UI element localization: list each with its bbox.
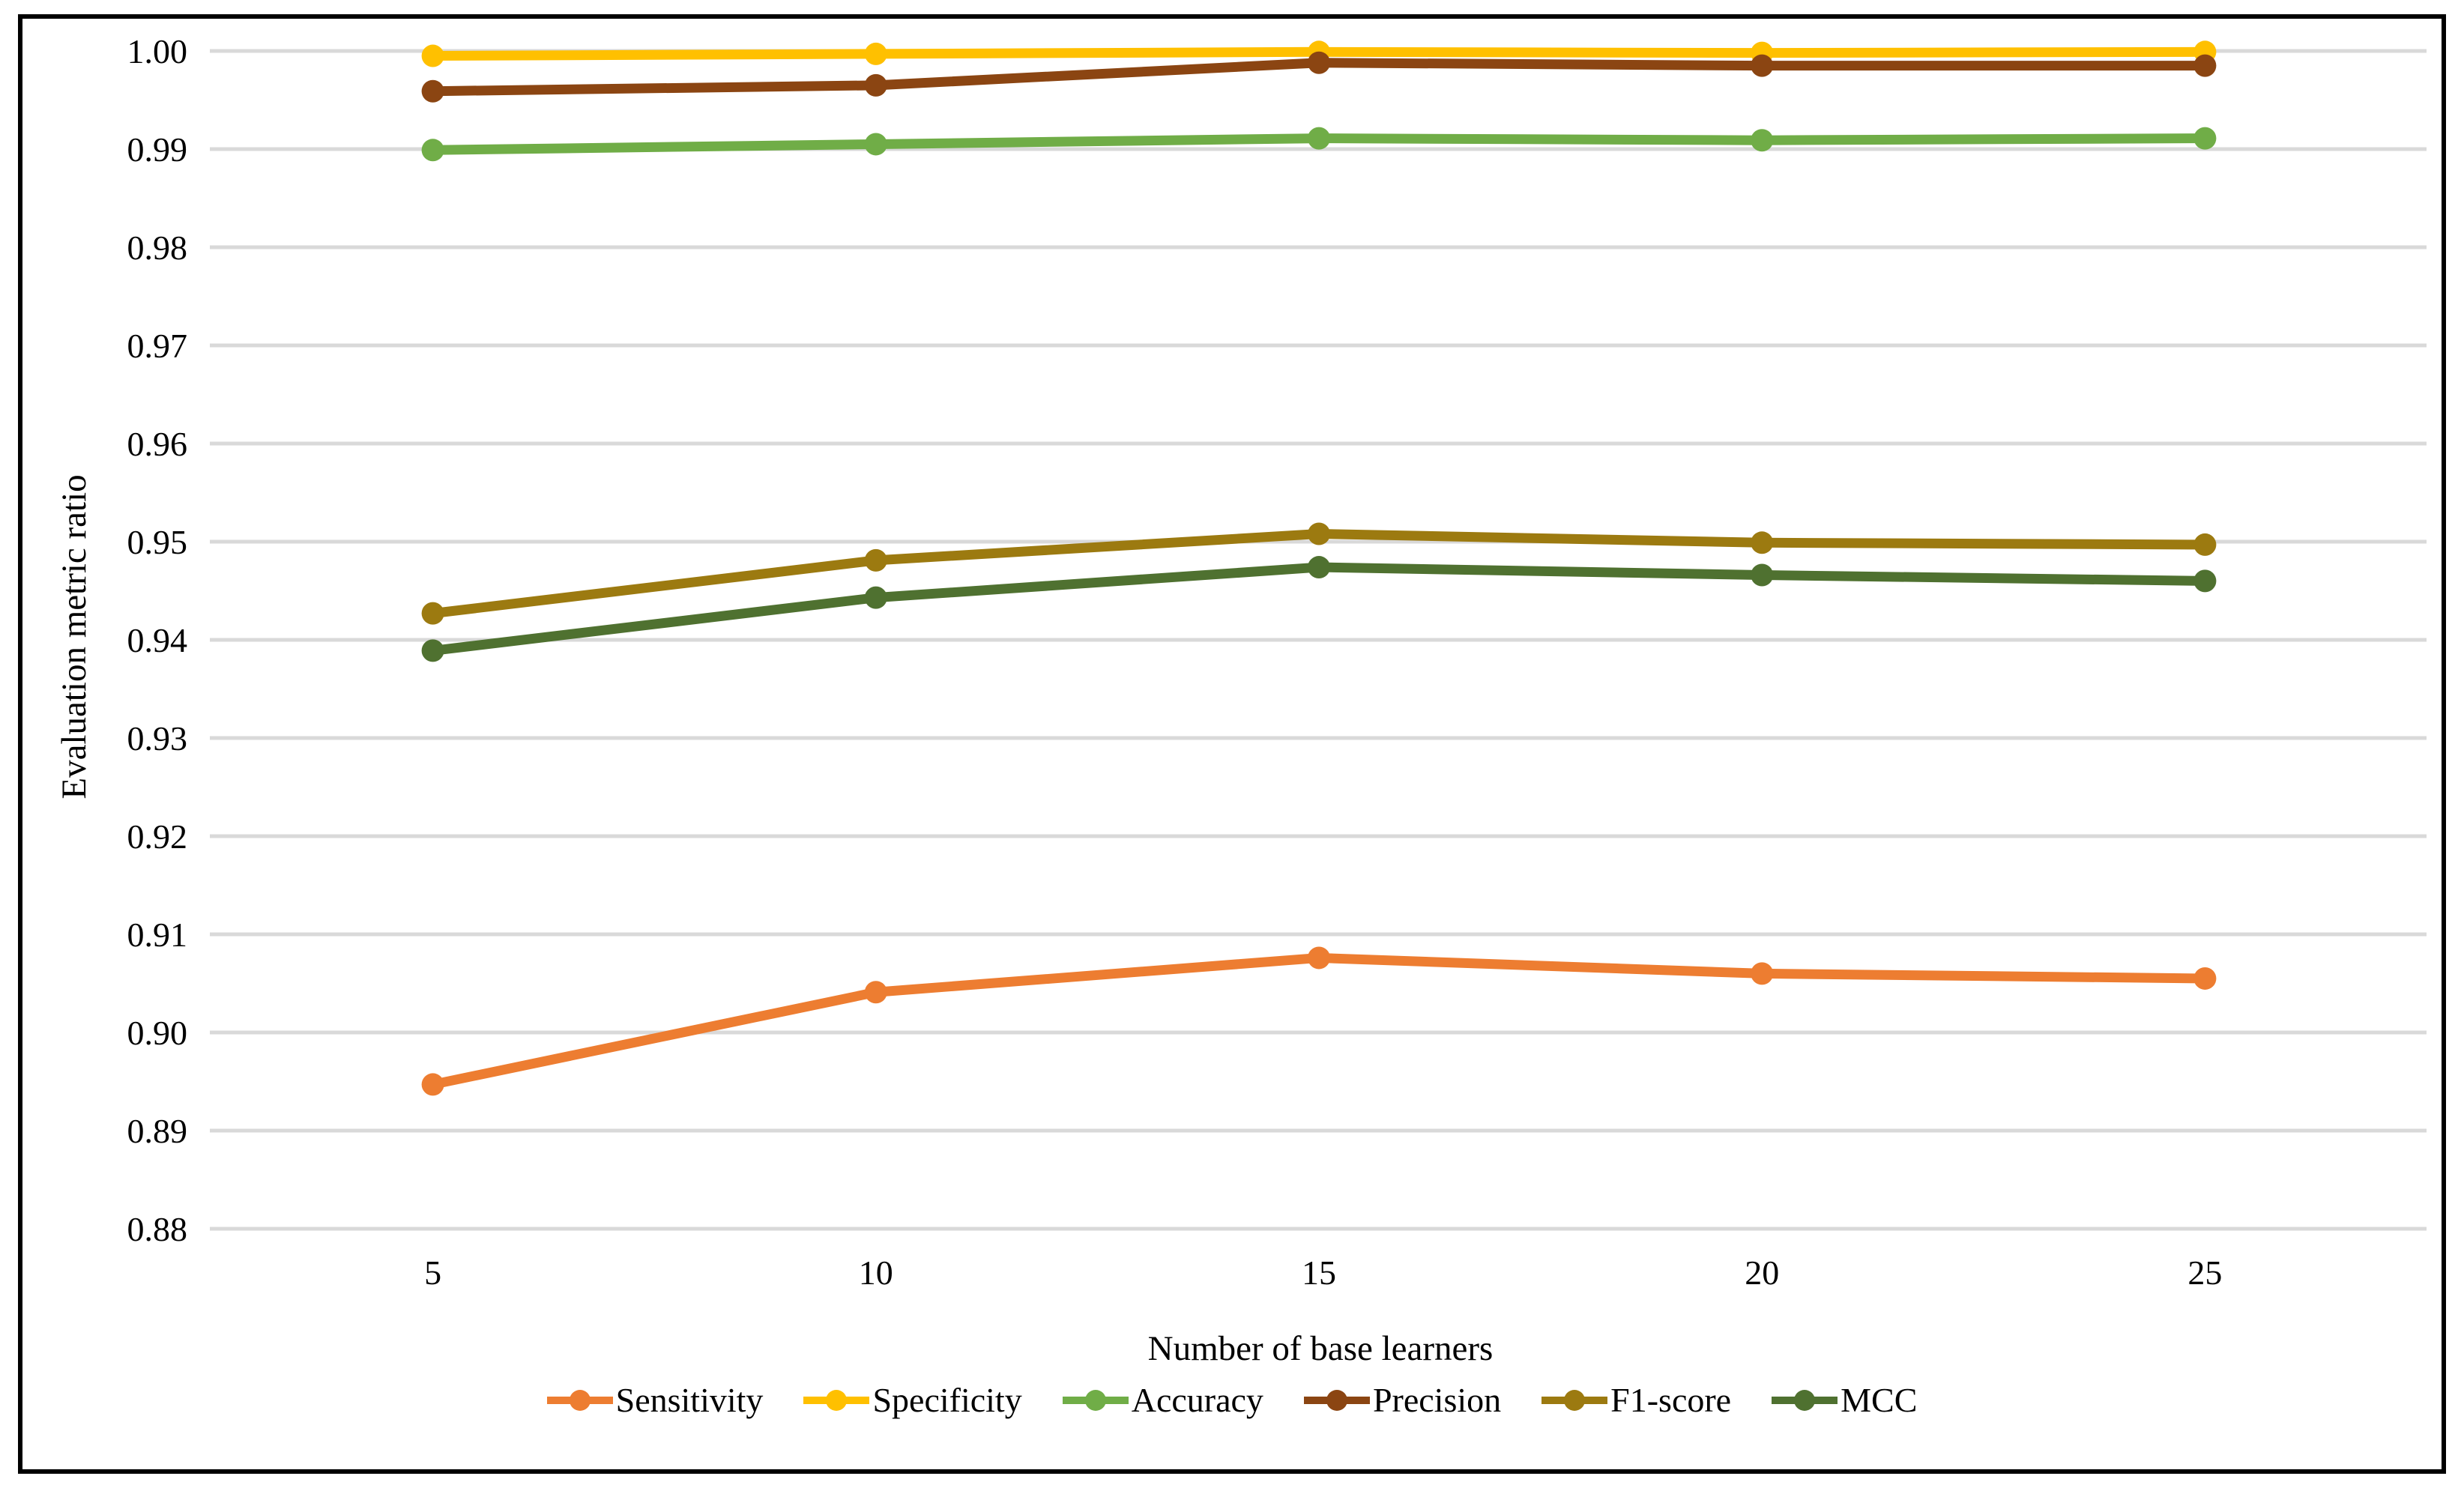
y-tick-label: 0.90 [127, 1014, 188, 1052]
x-axis-title: Number of base learners [1147, 1329, 1494, 1368]
data-point-mcc-20 [1751, 563, 1774, 587]
data-point-mcc-15 [1308, 556, 1330, 579]
data-point-accuracy-25 [2193, 127, 2217, 150]
data-point-accuracy-20 [1751, 129, 1774, 152]
legend-label: F1-score [1610, 1381, 1732, 1419]
y-tick-label: 0.93 [127, 719, 188, 757]
legend-marker-icon [1772, 1390, 1838, 1411]
data-point-precision-10 [864, 73, 887, 97]
y-tick-label: 1.00 [127, 32, 188, 70]
data-point-precision-20 [1751, 54, 1774, 77]
data-point-f1-score-25 [2193, 533, 2217, 556]
legend-item-accuracy: Accuracy [1062, 1381, 1263, 1419]
legend-marker-icon [1062, 1390, 1129, 1411]
legend-label: Precision [1372, 1381, 1502, 1419]
data-point-sensitivity-20 [1751, 962, 1774, 985]
data-point-mcc-25 [2193, 569, 2217, 593]
x-tick-label: 5 [424, 1253, 441, 1292]
legend-item-precision: Precision [1303, 1381, 1502, 1419]
y-tick-label: 0.99 [127, 130, 188, 169]
data-point-f1-score-15 [1308, 522, 1330, 545]
data-point-sensitivity-10 [864, 981, 887, 1004]
legend-label: MCC [1841, 1381, 1918, 1419]
legend-marker-icon [1303, 1390, 1370, 1411]
legend-item-mcc: MCC [1772, 1383, 1917, 1418]
data-point-specificity-10 [864, 42, 887, 65]
x-tick-label: 15 [1302, 1253, 1336, 1292]
data-point-f1-score-20 [1751, 531, 1774, 554]
legend-marker-icon [1541, 1390, 1608, 1411]
legend-marker-icon [546, 1390, 613, 1411]
x-tick-label: 25 [2187, 1253, 2222, 1292]
data-point-accuracy-15 [1308, 127, 1330, 150]
data-point-f1-score-10 [864, 548, 887, 572]
chart-legend: Sensitivity Specificity Accuracy Precision F… [0, 1383, 2464, 1418]
data-point-precision-25 [2193, 54, 2217, 77]
legend-item-sensitivity: Sensitivity [546, 1381, 764, 1419]
legend-label: Specificity [872, 1381, 1022, 1419]
data-point-precision-5 [421, 79, 444, 103]
data-point-precision-15 [1308, 51, 1330, 74]
series-line-sensitivity [428, 952, 2210, 1089]
legend-item-specificity: Specificity [803, 1381, 1022, 1419]
data-point-mcc-10 [864, 586, 887, 609]
data-point-accuracy-5 [421, 139, 444, 162]
y-tick-label: 0.96 [127, 425, 188, 463]
y-tick-label: 0.89 [127, 1112, 188, 1150]
y-axis-title: Evaluation metric ratio [55, 474, 94, 799]
legend-label: Accuracy [1131, 1381, 1263, 1419]
y-tick-label: 0.95 [127, 523, 188, 561]
data-point-f1-score-5 [421, 602, 444, 625]
y-tick-label: 0.97 [127, 327, 188, 365]
y-tick-label: 0.94 [127, 621, 188, 659]
y-tick-label: 0.98 [127, 229, 188, 267]
data-point-sensitivity-25 [2193, 967, 2217, 990]
legend-item-f1-score: F1-score [1541, 1383, 1731, 1418]
y-tick-label: 0.92 [127, 817, 188, 856]
data-point-specificity-5 [421, 44, 444, 67]
y-tick-label: 0.91 [127, 916, 188, 954]
y-tick-label: 0.88 [127, 1210, 188, 1248]
x-tick-label: 10 [859, 1253, 893, 1292]
x-tick-label: 20 [1745, 1253, 1779, 1292]
data-point-sensitivity-5 [421, 1073, 444, 1096]
legend-marker-icon [803, 1390, 870, 1411]
data-point-sensitivity-15 [1308, 946, 1330, 970]
legend-label: Sensitivity [615, 1381, 764, 1419]
data-point-mcc-5 [421, 639, 444, 662]
data-point-accuracy-10 [864, 133, 887, 156]
